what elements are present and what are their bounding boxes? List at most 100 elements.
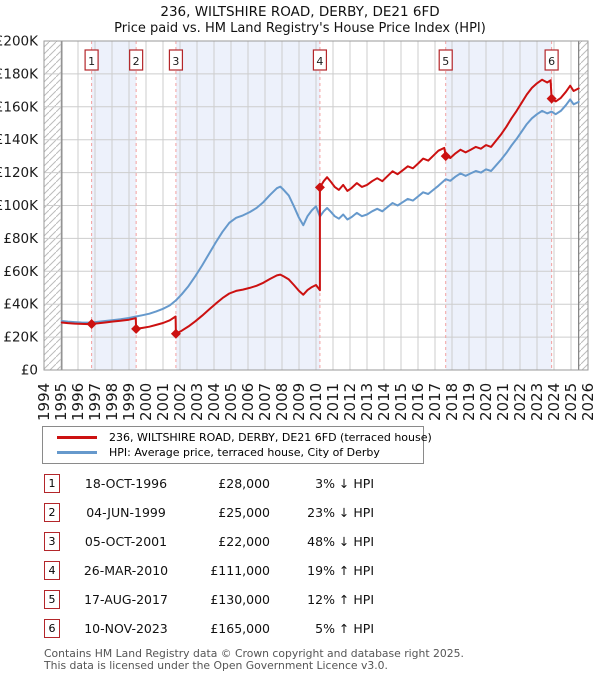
- sale-number-box: [84, 49, 99, 71]
- sale-vs-hpi: 3% ↓ HPI: [315, 476, 374, 491]
- sale-marker: [170, 328, 181, 339]
- y-axis-label: £20K: [3, 330, 39, 346]
- y-axis-label: £60K: [3, 264, 39, 280]
- license-line-2: This data is licensed under the Open Gov…: [44, 658, 388, 672]
- x-axis-label: 2013: [358, 383, 376, 421]
- page-title: 236, WILTSHIRE ROAD, DERBY, DE21 6FD: [160, 4, 440, 20]
- license-line-1: Contains HM Land Registry data © Crown c…: [44, 647, 464, 660]
- x-axis-label: 2025: [562, 383, 580, 421]
- price-series-swatch: [57, 436, 97, 439]
- x-axis-label: 2002: [171, 383, 189, 421]
- sale-number-box: [312, 49, 328, 71]
- x-axis-label: 2020: [477, 383, 495, 421]
- sale-vs-hpi: 48% ↓ HPI: [307, 534, 374, 549]
- sale-date: 18-OCT-1996: [84, 476, 168, 491]
- sale-marker: [131, 323, 142, 334]
- x-axis-label: 1996: [69, 383, 87, 421]
- x-axis-label: 1998: [103, 383, 121, 421]
- x-axis-label: 2003: [188, 383, 206, 421]
- sale-price: £165,000: [210, 621, 270, 636]
- legend-label-hpi: HPI: Average price, terraced house, City…: [109, 446, 380, 459]
- sale-number-badge: 1: [44, 474, 60, 493]
- hpi-series-swatch: [57, 451, 97, 454]
- sale-number-box: [438, 49, 453, 71]
- sale-number-badge: 3: [44, 532, 60, 551]
- sale-number-badge: 4: [44, 561, 60, 580]
- sale-price: £25,000: [218, 505, 270, 520]
- y-axis-label: £0: [21, 363, 38, 379]
- sale-vs-hpi: 23% ↓ HPI: [307, 505, 374, 520]
- x-axis-label: 2000: [137, 383, 155, 421]
- sale-price: £28,000: [218, 476, 270, 491]
- x-axis-label: 2009: [290, 383, 308, 421]
- sale-number: 1: [88, 55, 95, 68]
- x-axis-label: 2021: [494, 383, 512, 421]
- plot-border: [43, 40, 589, 371]
- x-axis-label: 2018: [443, 383, 461, 421]
- y-axis-label: £200K: [0, 34, 39, 50]
- legend-label-price: 236, WILTSHIRE ROAD, DERBY, DE21 6FD (te…: [109, 431, 432, 444]
- sale-vs-hpi: 12% ↑ HPI: [307, 592, 374, 607]
- x-axis-label: 1994: [35, 383, 53, 421]
- legend-entry-hpi: HPI: Average price, terraced house, City…: [57, 445, 417, 460]
- x-axis-label: 2015: [392, 383, 410, 421]
- y-axis-label: £140K: [0, 132, 39, 148]
- x-axis-label: 2014: [375, 383, 393, 421]
- x-axis-label: 2010: [307, 383, 325, 421]
- sale-price: £111,000: [210, 563, 270, 578]
- y-axis-label: £160K: [0, 99, 39, 115]
- sale-number-box: [168, 49, 184, 71]
- license-note: Contains HM Land Registry data © Crown c…: [44, 648, 464, 672]
- x-axis-label: 2023: [528, 383, 546, 421]
- x-axis-label: 2019: [460, 383, 478, 421]
- sale-row-5: 5 17-AUG-2017 £130,000 12% ↑ HPI: [44, 590, 564, 609]
- sale-number-badge: 6: [44, 619, 60, 638]
- sale-number: 5: [442, 55, 449, 68]
- y-axis-label: £80K: [3, 231, 39, 247]
- y-axis-label: £100K: [0, 198, 39, 214]
- sale-number-box: [129, 49, 144, 71]
- x-axis-label: 2007: [256, 383, 274, 421]
- sales-table: 1 18-OCT-1996 £28,000 3% ↓ HPI 2 04-JUN-…: [44, 474, 564, 648]
- sale-row-6: 6 10-NOV-2023 £165,000 5% ↑ HPI: [44, 619, 564, 638]
- sale-vs-hpi: 5% ↑ HPI: [315, 621, 374, 636]
- sale-price: £130,000: [210, 592, 270, 607]
- y-axis-label: £40K: [3, 297, 39, 313]
- price-paid-line: [60, 78, 580, 335]
- x-axis-label: 1997: [86, 383, 104, 421]
- page-subtitle: Price paid vs. HM Land Registry's House …: [114, 21, 486, 36]
- x-axis-label: 2006: [239, 383, 257, 421]
- sale-date: 17-AUG-2017: [84, 592, 168, 607]
- sale-number: 3: [172, 55, 179, 68]
- sale-number: 4: [316, 55, 323, 68]
- x-axis-label: 2001: [154, 383, 172, 421]
- sale-marker: [440, 151, 451, 162]
- x-axis-label: 2008: [273, 383, 291, 421]
- sale-date: 26-MAR-2010: [83, 563, 169, 578]
- x-axis-label: 1995: [52, 383, 70, 421]
- sale-vs-hpi: 19% ↑ HPI: [307, 563, 374, 578]
- x-axis-label: 2024: [545, 383, 563, 421]
- x-axis-label: 2012: [341, 383, 359, 421]
- x-axis-label: 2017: [426, 383, 444, 421]
- x-axis-label: 1999: [120, 383, 138, 421]
- sale-marker: [546, 93, 557, 104]
- sale-number: 6: [548, 55, 555, 68]
- sale-date: 10-NOV-2023: [84, 621, 168, 636]
- sale-marker: [86, 318, 97, 329]
- sale-number-badge: 5: [44, 590, 60, 609]
- x-axis-label: 2026: [579, 383, 597, 421]
- x-axis-label: 2022: [511, 383, 529, 421]
- chart-legend: 236, WILTSHIRE ROAD, DERBY, DE21 6FD (te…: [42, 426, 432, 464]
- sale-price: £22,000: [218, 534, 270, 549]
- price-history-chart: 1 2 3 4 5 6 £0 £20K £40K £60K £80K £100K £120K £140K £…: [0, 34, 597, 422]
- sale-number-badge: 2: [44, 503, 60, 522]
- x-axis-label: 2016: [409, 383, 427, 421]
- sale-date: 05-OCT-2001: [84, 534, 168, 549]
- sale-row-2: 2 04-JUN-1999 £25,000 23% ↓ HPI: [44, 503, 564, 522]
- x-axis-label: 2011: [324, 383, 342, 421]
- sale-number-box: [544, 49, 559, 71]
- sale-row-1: 1 18-OCT-1996 £28,000 3% ↓ HPI: [44, 474, 564, 493]
- sale-number: 2: [133, 55, 140, 68]
